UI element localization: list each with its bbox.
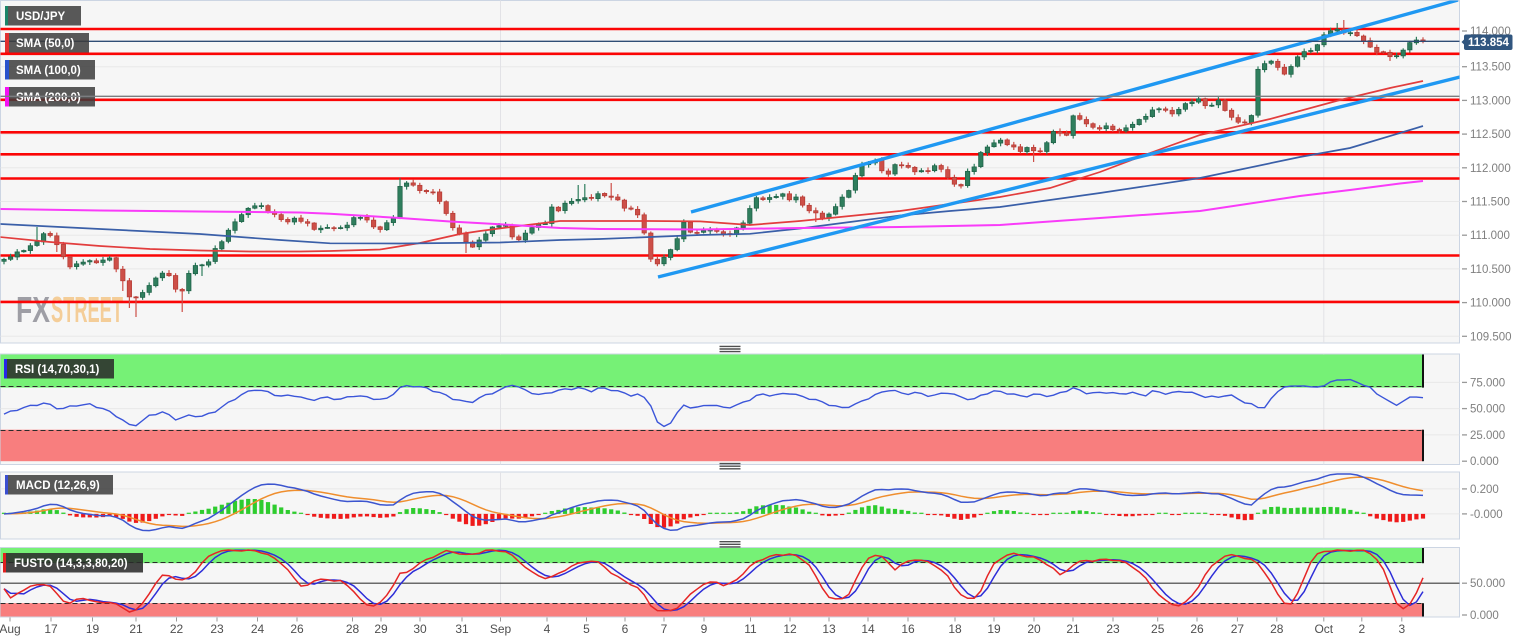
svg-text:Oct: Oct: [1314, 622, 1333, 636]
svg-text:25: 25: [1151, 622, 1165, 636]
svg-text:SMA (100,0): SMA (100,0): [16, 65, 81, 77]
svg-text:50.000: 50.000: [1470, 404, 1505, 416]
svg-text:113.854: 113.854: [1468, 37, 1510, 49]
svg-text:Aug: Aug: [0, 622, 21, 636]
svg-text:19: 19: [987, 622, 1001, 636]
svg-text:13: 13: [822, 622, 836, 636]
svg-text:30: 30: [413, 622, 427, 636]
svg-text:2: 2: [1358, 622, 1365, 636]
svg-text:109.500: 109.500: [1470, 331, 1512, 343]
svg-text:Sep: Sep: [490, 622, 512, 636]
svg-text:18: 18: [948, 622, 962, 636]
svg-text:26: 26: [290, 622, 304, 636]
svg-text:16: 16: [901, 622, 915, 636]
svg-text:29: 29: [374, 622, 388, 636]
svg-text:0.000: 0.000: [1470, 610, 1499, 622]
svg-text:4: 4: [544, 622, 551, 636]
svg-text:14: 14: [861, 622, 875, 636]
svg-text:SMA (50,0): SMA (50,0): [16, 38, 75, 50]
svg-text:111.000: 111.000: [1470, 230, 1510, 242]
svg-text:20: 20: [1027, 622, 1041, 636]
svg-text:28: 28: [346, 622, 360, 636]
svg-text:22: 22: [170, 622, 184, 636]
svg-text:110.500: 110.500: [1470, 264, 1511, 276]
svg-text:25.000: 25.000: [1470, 430, 1505, 442]
svg-text:24: 24: [251, 622, 265, 636]
svg-text:21: 21: [1066, 622, 1080, 636]
svg-text:19: 19: [86, 622, 100, 636]
svg-text:23: 23: [1106, 622, 1120, 636]
svg-text:17: 17: [44, 622, 58, 636]
svg-text:31: 31: [455, 622, 469, 636]
svg-text:28: 28: [1270, 622, 1284, 636]
svg-text:23: 23: [210, 622, 224, 636]
svg-text:STREET: STREET: [51, 289, 123, 330]
svg-text:112.500: 112.500: [1470, 129, 1511, 141]
svg-text:0.000: 0.000: [1470, 456, 1499, 468]
svg-text:9: 9: [701, 622, 708, 636]
svg-text:12: 12: [783, 622, 797, 636]
svg-text:50.000: 50.000: [1470, 578, 1505, 590]
svg-text:21: 21: [129, 622, 143, 636]
svg-text:111.500: 111.500: [1470, 197, 1510, 209]
svg-text:110.000: 110.000: [1470, 298, 1511, 310]
svg-text:-0.000: -0.000: [1470, 509, 1503, 521]
svg-text:USD/JPY: USD/JPY: [16, 11, 66, 23]
svg-text:6: 6: [622, 622, 629, 636]
svg-text:113.000: 113.000: [1470, 95, 1511, 107]
svg-text:FUSTO (14,3,3,80,20): FUSTO (14,3,3,80,20): [14, 558, 128, 570]
svg-text:27: 27: [1231, 622, 1245, 636]
svg-text:113.500: 113.500: [1470, 62, 1511, 74]
svg-text:11: 11: [744, 622, 757, 636]
svg-text:SMA (200,0): SMA (200,0): [16, 92, 81, 104]
svg-text:75.000: 75.000: [1470, 377, 1505, 389]
svg-text:26: 26: [1190, 622, 1204, 636]
svg-text:RSI (14,70,30,1): RSI (14,70,30,1): [15, 364, 100, 376]
svg-text:MACD (12,26,9): MACD (12,26,9): [16, 480, 100, 492]
svg-text:0.200: 0.200: [1470, 484, 1499, 496]
svg-text:FX: FX: [16, 289, 50, 330]
svg-text:7: 7: [661, 622, 668, 636]
svg-text:112.000: 112.000: [1470, 163, 1511, 175]
svg-text:3: 3: [1398, 622, 1405, 636]
svg-text:5: 5: [583, 622, 590, 636]
